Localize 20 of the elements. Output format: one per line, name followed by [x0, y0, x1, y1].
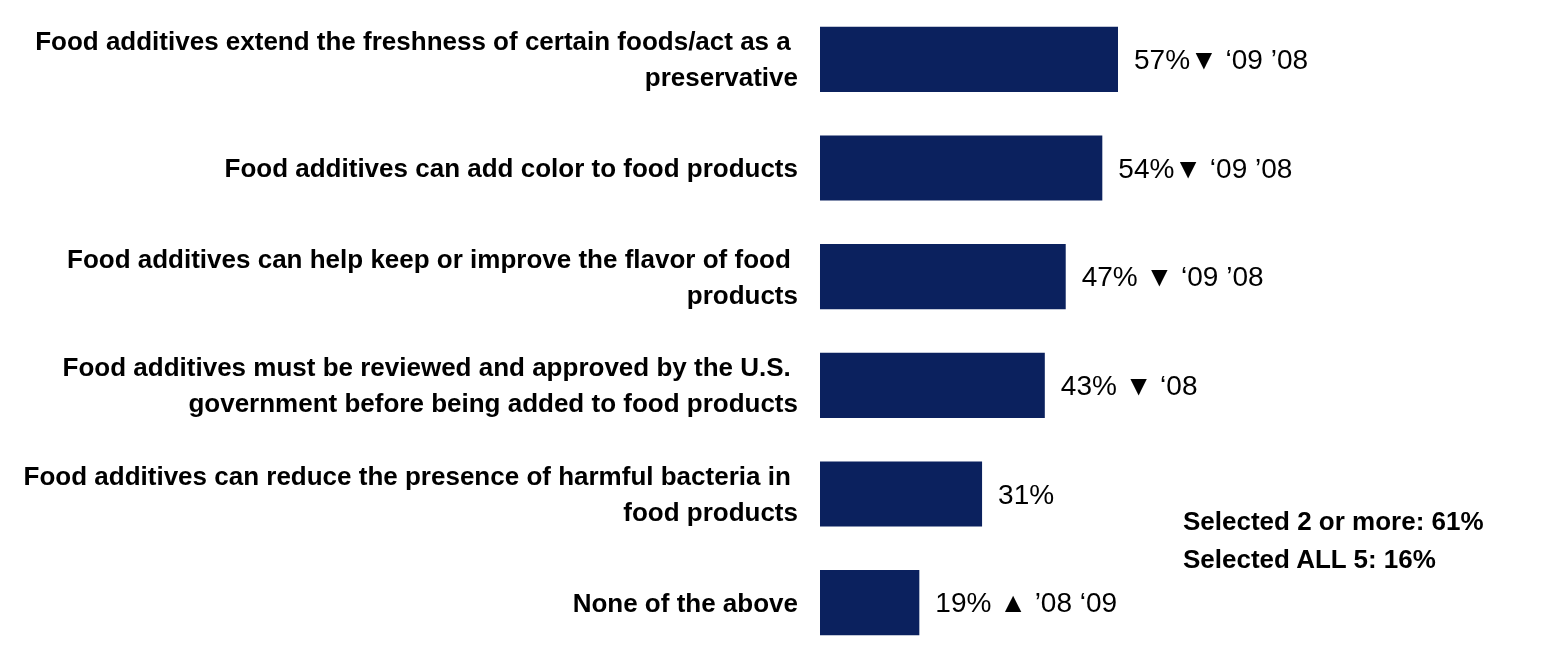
y-tick-label: Food additives can add color to food products [224, 153, 798, 183]
data-label: 31% [998, 478, 1055, 510]
y-tick-label: Food additives can help keep or improve the flavor of food products [67, 243, 798, 310]
data-label: 47% ▼ ‘09 ’08 [1081, 261, 1264, 293]
y-tick-label: Food additives can reduce the presence of harmful bacteria in food products [23, 461, 798, 527]
bar [820, 461, 983, 527]
bar [820, 26, 1118, 92]
y-tick-label: None of the above [572, 587, 798, 618]
text: Selected ALL 5: 16% [1183, 544, 1436, 574]
y-tick-label: Food additives must be reviewed and approved by the U.S. government before being added to food products [62, 352, 798, 419]
y-tick-label: Food additives extend the freshness of certain foods/act as a preservative [35, 26, 798, 93]
data-label: 43% ▼ ‘08 [1060, 369, 1198, 401]
text: Selected 2 or more: 61% [1183, 506, 1484, 536]
bar [820, 352, 1045, 418]
bar [820, 244, 1066, 310]
data-label: 57%▼ ‘09 ’08 [1134, 43, 1309, 75]
bar [820, 135, 1103, 201]
bar [820, 570, 920, 636]
data-label: 19% ▲ ’08 ‘09 [935, 587, 1118, 619]
data-label: 54%▼ ‘09 ’08 [1118, 152, 1293, 184]
